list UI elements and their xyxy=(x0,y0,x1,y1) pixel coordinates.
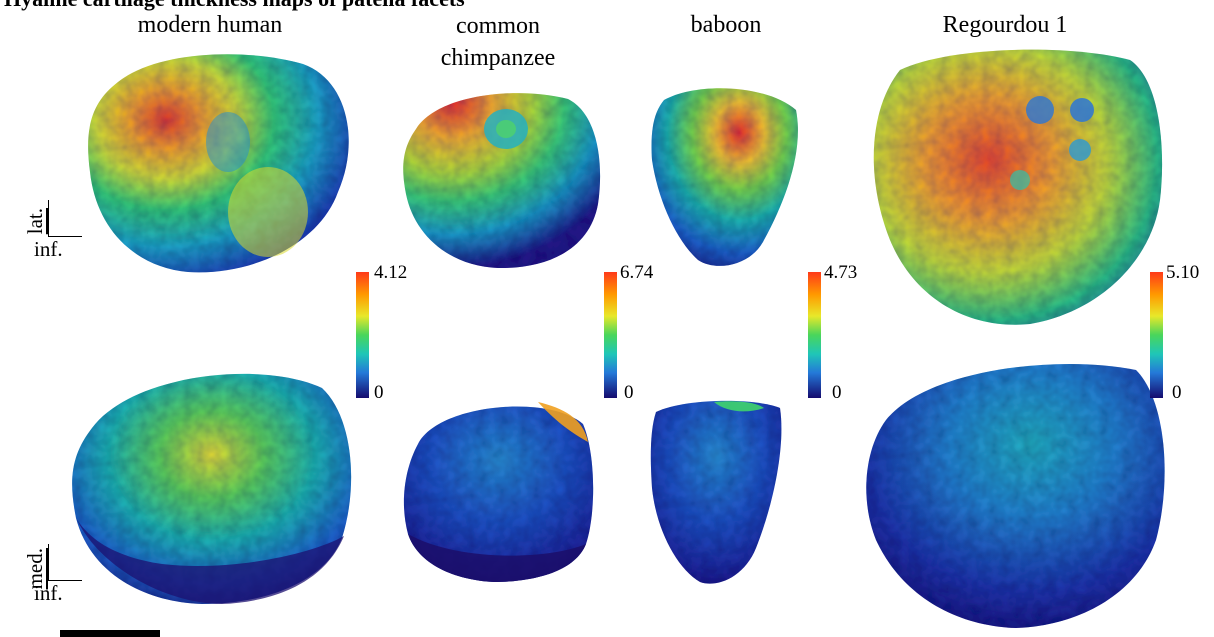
color-scale-max-2: 6.74 xyxy=(620,262,654,283)
orientation-label-inferior: inf. xyxy=(34,237,63,261)
bone-map-regourdou-lateral xyxy=(873,49,1163,325)
color-scale-max-3: 4.73 xyxy=(824,262,858,283)
color-scale-max-1: 4.12 xyxy=(374,262,408,283)
color-scale-min-4: 0 xyxy=(1172,382,1182,403)
bone-map-chimpanzee-lateral xyxy=(403,93,601,269)
color-scale-min-2: 0 xyxy=(624,382,634,403)
orientation-label-inferior: inf. xyxy=(34,581,63,605)
orientation-indicator-bottom: med. inf. xyxy=(23,540,84,605)
column-label-regourdou: Regourdou 1 xyxy=(942,12,1068,38)
orientation-axis-vertical xyxy=(48,544,49,580)
column-label-common-chimpanzee: common chimpanzee xyxy=(422,10,574,74)
color-scale-bar-3 xyxy=(808,272,821,398)
length-scale-bar xyxy=(60,630,160,637)
color-scale-max-4: 5.10 xyxy=(1166,262,1200,283)
color-scale-min-3: 0 xyxy=(832,382,842,403)
bone-map-regourdou-medial xyxy=(866,364,1165,628)
orientation-indicator-top: lat. inf. xyxy=(23,196,84,261)
figure-title: Hyaline cartilage thickness maps of pate… xyxy=(4,0,465,12)
orientation-axis-horizontal xyxy=(48,580,82,581)
color-scale-bar-4 xyxy=(1150,272,1163,398)
color-scale-min-1: 0 xyxy=(374,382,384,403)
column-label-modern-human: modern human xyxy=(137,12,283,38)
color-scale-bar-2 xyxy=(604,272,617,398)
column-label-common-chimpanzee-text: common chimpanzee xyxy=(440,13,556,71)
orientation-axis-horizontal xyxy=(48,236,82,237)
bone-map-baboon-medial xyxy=(650,400,782,584)
orientation-axis-vertical xyxy=(48,200,49,236)
bone-map-chimpanzee-medial xyxy=(403,402,594,582)
orientation-label-lateral: lat. xyxy=(23,208,47,235)
column-label-baboon: baboon xyxy=(690,12,762,38)
bone-map-modern-human-lateral xyxy=(88,54,349,273)
color-scale-bar-1 xyxy=(356,272,369,398)
bone-map-modern-human-medial xyxy=(72,373,352,604)
bone-map-baboon-lateral xyxy=(651,88,798,266)
